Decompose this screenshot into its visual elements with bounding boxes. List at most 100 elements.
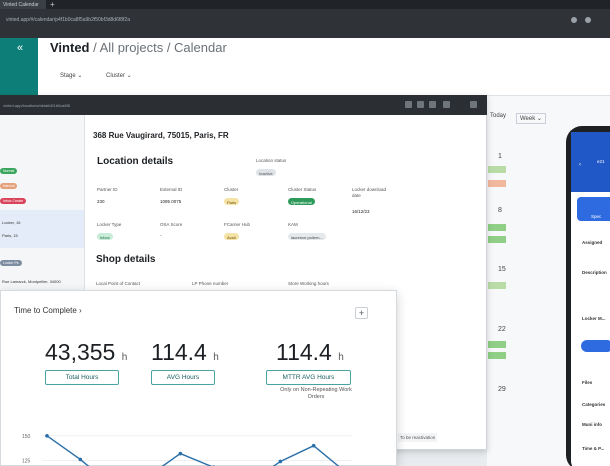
sidebar-rail	[0, 38, 38, 96]
status-pill: Interval	[0, 183, 18, 189]
app-header	[38, 38, 610, 96]
field-label: Cluster Status	[288, 187, 317, 192]
field-label: Locker download date	[352, 187, 387, 198]
breadcrumb: Vinted / All projects / Calendar	[50, 40, 227, 55]
phone-row: Locker M...	[582, 316, 606, 321]
field-value: -	[160, 233, 162, 238]
list-item-selected[interactable]	[0, 210, 84, 248]
y-tick-label: 150	[22, 434, 31, 440]
brand-name[interactable]: Vinted	[50, 40, 90, 55]
y-tick-label: 125	[22, 458, 31, 464]
list-item-text: Locker, 16	[2, 220, 21, 225]
phone-row: Categories	[582, 402, 606, 407]
metric-avg-hours: 114.4 h	[151, 339, 219, 365]
phone-row: Time & P...	[582, 446, 605, 451]
list-item-text: Paris, 15	[2, 233, 18, 238]
phone-header-label: e21	[597, 159, 605, 164]
copy-icon[interactable]	[429, 101, 436, 108]
status-pill: Normal	[0, 168, 18, 174]
field-label: Partner ID	[97, 187, 118, 192]
add-widget-button[interactable]: +	[355, 307, 368, 319]
time-to-complete-card	[0, 290, 397, 466]
status-pill: Inbox Create	[0, 198, 27, 204]
today-button[interactable]: Today	[490, 113, 507, 119]
data-point	[45, 434, 49, 438]
metric-label[interactable]: Total Hours	[45, 370, 119, 385]
address-bar[interactable]: vinted.app/#/calendar/p4f1b0ca8f5a9b2f50…	[6, 17, 130, 23]
metric-note: Only on Non-Repeating Work Orders	[280, 387, 352, 400]
phone-action-button[interactable]	[581, 340, 610, 352]
status-pill: Locker Ps	[0, 260, 22, 266]
profile-icon[interactable]	[585, 17, 591, 23]
calendar-day: 15	[498, 266, 506, 273]
more-icon[interactable]	[443, 101, 450, 108]
shop-section-title: Shop details	[96, 254, 156, 265]
calendar-event[interactable]	[488, 352, 506, 359]
week-select[interactable]: Week ⌄	[516, 113, 546, 124]
phone-row: Files	[582, 380, 593, 385]
cluster-status-badge: Operational	[288, 198, 315, 205]
field-label: Store Working hours	[288, 281, 329, 286]
calendar-day: 1	[498, 153, 502, 160]
field-label: KAM	[288, 222, 298, 227]
data-point	[78, 457, 83, 462]
calendar-event[interactable]	[488, 180, 506, 187]
new-tab-button[interactable]: +	[50, 0, 55, 9]
data-point	[178, 451, 183, 456]
tab-bar	[0, 0, 610, 9]
metric-label[interactable]: MTTR AVG Hours	[266, 370, 351, 385]
ttc-line-chart: 150125100	[22, 434, 352, 466]
field-label: External ID	[160, 187, 183, 192]
field-label: FCarrier Hub	[224, 222, 251, 227]
calendar-event[interactable]	[488, 341, 506, 348]
close-icon[interactable]	[470, 101, 477, 108]
kam-chip[interactable]: laurence.poliern...	[288, 233, 326, 240]
field-label: Local Point of Contact	[96, 281, 141, 286]
metric-total-hours: 43,355 h	[45, 339, 128, 365]
hub-badge: Avail	[224, 233, 239, 240]
calendar-day: 29	[498, 386, 506, 393]
field-label: Locker Type	[97, 222, 122, 227]
window-action-icon[interactable]	[405, 101, 412, 108]
phone-button-label: Spec	[591, 214, 602, 219]
list-item-text[interactable]: Rue Lamarck, Montpellier, 34000	[2, 279, 61, 284]
field-label: Cluster	[224, 187, 239, 192]
metric-label[interactable]: AVG Hours	[151, 370, 215, 385]
phone-spec-button[interactable]	[577, 197, 610, 221]
section-title: Location details	[97, 156, 174, 167]
calendar-event[interactable]	[488, 224, 506, 231]
metric-mttr-hours: 114.4 h	[276, 339, 344, 365]
calendar-event[interactable]	[488, 236, 506, 243]
side-note: To be reactivation	[398, 433, 438, 442]
back-icon[interactable]: ‹	[579, 162, 581, 168]
calendar-day: 8	[498, 207, 502, 214]
cluster-badge: Paris	[224, 198, 240, 205]
data-point	[311, 443, 316, 448]
browser-tab[interactable]: Vinted Calendar	[0, 0, 46, 9]
phone-row: Assigned	[582, 240, 603, 245]
location-status-label: Location status	[256, 158, 287, 163]
calendar-event[interactable]	[488, 282, 506, 289]
location-address: 368 Rue Vaugirard, 75015, Paris, FR	[93, 131, 229, 140]
edit-icon[interactable]	[417, 101, 424, 108]
stage-filter[interactable]: Stage ⌄	[60, 73, 83, 79]
field-label: LP Phone number	[192, 281, 229, 286]
window-titlebar	[0, 95, 487, 115]
window-url: vinted.app/locations/detail/4f1b0ca8f5	[3, 103, 70, 108]
calendar-event[interactable]	[488, 166, 506, 173]
field-label: OSA Score	[160, 222, 183, 227]
phone-header	[571, 132, 610, 192]
breadcrumb-path[interactable]: / All projects / Calendar	[93, 40, 227, 55]
card-title[interactable]: Time to Complete ›	[14, 306, 82, 315]
extension-icon[interactable]	[571, 17, 577, 23]
phone-row: Description	[582, 270, 607, 275]
location-status-badge: Inactive	[256, 169, 276, 176]
series-line	[46, 435, 340, 466]
locker-type-badge: Inbox	[97, 233, 113, 240]
field-value: 1095 0075	[160, 199, 182, 204]
calendar-day: 22	[498, 326, 506, 333]
collapse-sidebar-icon[interactable]: «	[17, 42, 24, 54]
data-point	[278, 459, 283, 464]
cluster-filter[interactable]: Cluster ⌄	[106, 73, 132, 79]
phone-row: Muni info	[582, 422, 602, 427]
